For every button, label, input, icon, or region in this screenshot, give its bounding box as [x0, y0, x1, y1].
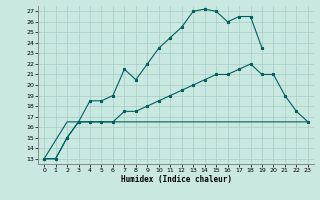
X-axis label: Humidex (Indice chaleur): Humidex (Indice chaleur) [121, 175, 231, 184]
